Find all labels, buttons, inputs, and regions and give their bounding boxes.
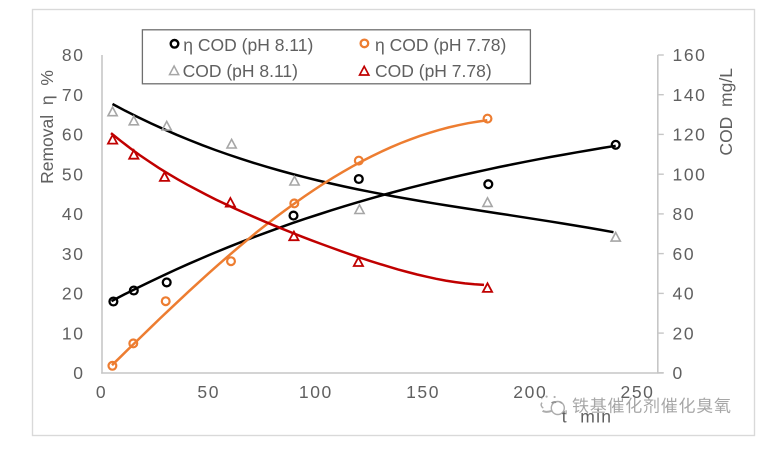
svg-text:COD (pH 7.78): COD (pH 7.78) xyxy=(375,61,492,81)
svg-text:COD mg/L: COD mg/L xyxy=(716,68,736,156)
svg-text:100: 100 xyxy=(299,382,333,402)
svg-text:60: 60 xyxy=(62,125,85,145)
svg-text:η COD (pH 7.78): η COD (pH 7.78) xyxy=(375,35,506,55)
svg-text:30: 30 xyxy=(62,244,85,264)
svg-text:70: 70 xyxy=(62,85,85,105)
svg-text:200: 200 xyxy=(513,382,547,402)
svg-text:10: 10 xyxy=(62,323,85,343)
svg-text:20: 20 xyxy=(673,323,696,343)
svg-text:250: 250 xyxy=(621,382,655,402)
svg-text:140: 140 xyxy=(673,85,707,105)
svg-text:80: 80 xyxy=(673,204,696,224)
svg-text:150: 150 xyxy=(406,382,440,402)
svg-text:0: 0 xyxy=(673,363,684,383)
svg-text:Removal η %: Removal η % xyxy=(37,70,57,184)
svg-text:0: 0 xyxy=(96,382,107,402)
svg-text:40: 40 xyxy=(673,284,696,304)
svg-text:20: 20 xyxy=(62,284,85,304)
svg-text:80: 80 xyxy=(62,45,85,65)
svg-text:50: 50 xyxy=(62,164,85,184)
svg-text:COD (pH 8.11): COD (pH 8.11) xyxy=(183,61,298,81)
svg-text:60: 60 xyxy=(673,244,696,264)
svg-text:η COD (pH 8.11): η COD (pH 8.11) xyxy=(183,35,313,55)
svg-text:160: 160 xyxy=(673,45,707,65)
svg-text:0: 0 xyxy=(73,363,84,383)
svg-text:50: 50 xyxy=(197,382,220,402)
svg-text:100: 100 xyxy=(673,164,707,184)
svg-text:120: 120 xyxy=(673,125,707,145)
svg-text:40: 40 xyxy=(62,204,85,224)
